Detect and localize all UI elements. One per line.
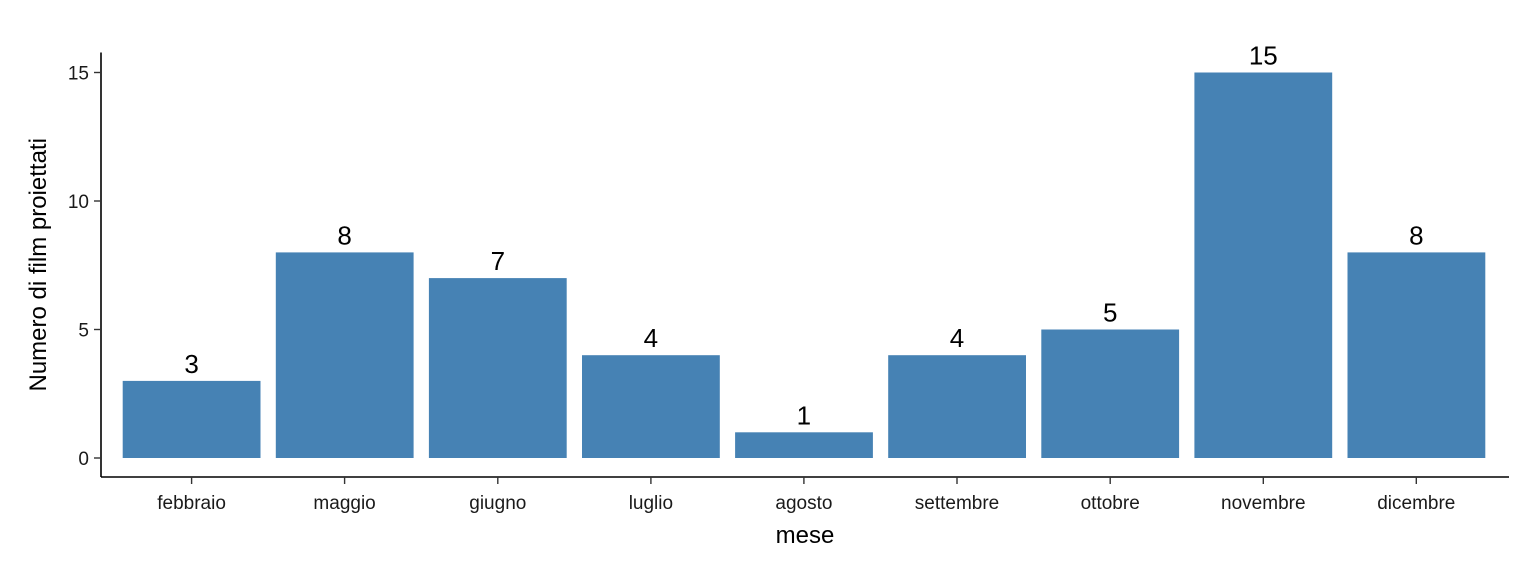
data-labels-group: 3 8 7 4 1 4 5 15 8: [184, 41, 1423, 431]
y-tick-label-5: 5: [78, 321, 89, 342]
bar-dicembre: [1347, 252, 1486, 458]
bar-febbraio: [122, 380, 261, 458]
bar-ottobre: [1041, 329, 1180, 458]
x-axis: febbraio maggio giugno luglio agosto settembr…: [101, 476, 1509, 514]
x-tick-label-febbraio: febbraio: [157, 493, 226, 514]
bar-maggio: [275, 252, 414, 458]
x-tick-label-ottobre: ottobre: [1081, 493, 1140, 514]
data-label-agosto: 1: [797, 400, 811, 430]
x-axis-title: mese: [776, 522, 835, 549]
data-label-giugno: 7: [491, 246, 505, 276]
x-tick-label-settembre: settembre: [915, 493, 999, 514]
data-label-dicembre: 8: [1409, 220, 1423, 250]
x-tick-label-dicembre: dicembre: [1377, 493, 1455, 514]
x-tick-label-novembre: novembre: [1221, 493, 1306, 514]
bar-giugno: [428, 278, 567, 458]
data-label-luglio: 4: [644, 323, 658, 353]
x-tick-label-agosto: agosto: [775, 493, 832, 514]
bar-settembre: [888, 355, 1026, 458]
data-label-febbraio: 3: [184, 349, 198, 379]
y-tick-label-0: 0: [78, 449, 89, 470]
bars-group: [122, 72, 1486, 458]
data-label-maggio: 8: [337, 220, 351, 250]
y-tick-label-10: 10: [68, 192, 89, 213]
x-tick-label-luglio: luglio: [629, 493, 673, 514]
y-tick-label-15: 15: [68, 64, 89, 85]
bar-luglio: [582, 355, 720, 458]
x-tick-label-giugno: giugno: [469, 493, 526, 514]
data-label-ottobre: 5: [1103, 298, 1117, 328]
y-axis-title: Numero di film proiettati: [25, 138, 52, 391]
data-label-novembre: 15: [1249, 41, 1278, 71]
x-tick-label-maggio: maggio: [313, 493, 375, 514]
bar-agosto: [735, 432, 873, 458]
bar-novembre: [1194, 72, 1333, 458]
data-label-settembre: 4: [950, 323, 964, 353]
y-axis: 0 5 10 15: [68, 52, 102, 477]
